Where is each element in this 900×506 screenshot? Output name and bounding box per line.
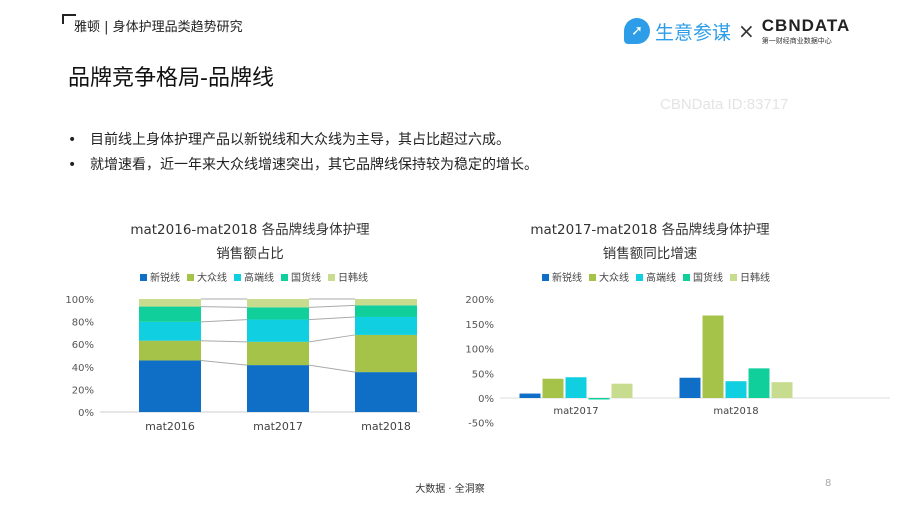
series-line bbox=[308, 334, 356, 343]
chart1-stacked-bar: 新锐线 大众线 高端线 国货线 日韩线 0% 20% 40% 60% 80% 100% mat2016… bbox=[65, 271, 420, 433]
series-line bbox=[308, 304, 356, 308]
legend-label: 高端线 bbox=[244, 271, 274, 284]
logo-shengyicanmou: 生意参谋 bbox=[655, 21, 732, 44]
legend-swatch bbox=[140, 274, 147, 281]
y-tick-label: 0% bbox=[478, 394, 494, 405]
series-line bbox=[308, 316, 356, 321]
bar bbox=[725, 381, 747, 398]
legend-swatch bbox=[542, 274, 549, 281]
legend-label: 日韩线 bbox=[338, 271, 368, 284]
y-tick-label: 0% bbox=[78, 408, 94, 419]
bar bbox=[679, 377, 701, 398]
footer-slogan: 大数据 · 全洞察 bbox=[415, 484, 485, 495]
y-tick-label: -50% bbox=[468, 419, 494, 430]
breadcrumb-bracket-icon bbox=[62, 14, 76, 24]
chart2-title-line: 销售额同比增速 bbox=[602, 246, 698, 262]
series-line bbox=[200, 340, 248, 343]
legend-label: 国货线 bbox=[693, 271, 723, 284]
series-line bbox=[200, 359, 248, 366]
bar-segment bbox=[355, 334, 417, 373]
logo-cbndata-sub: 第一财经商业数据中心 bbox=[761, 37, 832, 45]
y-tick-label: 100% bbox=[65, 295, 94, 306]
bar bbox=[611, 383, 633, 398]
legend-swatch bbox=[234, 274, 241, 281]
bar bbox=[588, 398, 610, 400]
y-tick-label: 20% bbox=[72, 385, 94, 396]
legend-swatch bbox=[281, 274, 288, 281]
bar-segment bbox=[247, 341, 309, 366]
page-number: 8 bbox=[825, 478, 832, 489]
bar-segment bbox=[355, 305, 417, 317]
legend-swatch bbox=[187, 274, 194, 281]
bar-segment bbox=[139, 299, 201, 307]
breadcrumb: 雅顿 | 身体护理品类趋势研究 bbox=[74, 20, 243, 35]
y-tick-label: 80% bbox=[72, 318, 94, 329]
bar bbox=[771, 382, 793, 398]
page-title: 品牌竞争格局-品牌线 bbox=[68, 66, 274, 91]
bar bbox=[542, 378, 564, 398]
series-line bbox=[308, 364, 356, 373]
x-tick-label: mat2017 bbox=[553, 406, 598, 417]
legend-label: 国货线 bbox=[291, 271, 321, 284]
bullet-item: 目前线上身体护理产品以新锐线和大众线为主导，其占比超过六成。 bbox=[68, 128, 538, 153]
legend-swatch bbox=[328, 274, 335, 281]
legend-swatch bbox=[636, 274, 643, 281]
y-tick-label: 150% bbox=[465, 320, 494, 331]
bar-segment bbox=[139, 321, 201, 341]
y-tick-label: 60% bbox=[72, 340, 94, 351]
chart2-title-line: mat2017-mat2018 各品牌线身体护理 bbox=[530, 222, 770, 238]
legend-swatch bbox=[730, 274, 737, 281]
y-tick-label: 100% bbox=[465, 345, 494, 356]
x-tick-label: mat2018 bbox=[361, 420, 411, 433]
bar-segment bbox=[247, 299, 309, 308]
chart2-growth-bar: 新锐线 大众线 高端线 国货线 日韩线 -50% 0% 50% 100% 150% 200% mat2… bbox=[465, 271, 890, 430]
bar-segment bbox=[247, 307, 309, 320]
bar-segment bbox=[139, 340, 201, 361]
legend-label: 大众线 bbox=[197, 271, 227, 284]
bar-segment bbox=[247, 365, 309, 412]
series-line bbox=[200, 319, 248, 323]
legend-label: 大众线 bbox=[599, 271, 629, 284]
compass-icon: ➚ bbox=[624, 18, 650, 44]
bullet-list: 目前线上身体护理产品以新锐线和大众线为主导，其占比超过六成。 就增速看，近一年来… bbox=[68, 128, 538, 178]
bullet-item: 就增速看，近一年来大众线增速突出，其它品牌线保持较为稳定的增长。 bbox=[68, 153, 538, 178]
legend-label: 新锐线 bbox=[150, 271, 180, 284]
bar-segment bbox=[355, 316, 417, 335]
bar-segment bbox=[355, 299, 417, 306]
chart1-title-line: mat2016-mat2018 各品牌线身体护理 bbox=[130, 222, 370, 238]
bar bbox=[702, 315, 724, 398]
bar-segment bbox=[139, 306, 201, 322]
logo-separator: × bbox=[738, 19, 755, 43]
legend-label: 日韩线 bbox=[740, 271, 770, 284]
bar bbox=[565, 377, 587, 398]
x-tick-label: mat2016 bbox=[145, 420, 195, 433]
legend-label: 高端线 bbox=[646, 271, 676, 284]
y-tick-label: 200% bbox=[465, 295, 494, 306]
chart1-title: mat2016-mat2018 各品牌线身体护理 销售额占比 bbox=[90, 218, 410, 266]
y-tick-label: 40% bbox=[72, 363, 94, 374]
series-line bbox=[200, 306, 248, 308]
logo: ➚ 生意参谋 × CBNDATA 第一财经商业数据中心 bbox=[624, 16, 850, 46]
bar bbox=[519, 393, 541, 398]
chart2-title: mat2017-mat2018 各品牌线身体护理 销售额同比增速 bbox=[490, 218, 810, 266]
x-tick-label: mat2018 bbox=[713, 406, 758, 417]
watermark: CBNData ID:83717 bbox=[660, 96, 789, 113]
bar bbox=[748, 368, 770, 398]
bar-segment bbox=[139, 360, 201, 412]
x-tick-label: mat2017 bbox=[253, 420, 303, 433]
legend-label: 新锐线 bbox=[552, 271, 582, 284]
legend-swatch bbox=[589, 274, 596, 281]
bar-segment bbox=[247, 319, 309, 342]
bar-segment bbox=[355, 372, 417, 412]
chart1-title-line: 销售额占比 bbox=[216, 246, 284, 262]
logo-cbndata: CBNDATA bbox=[761, 16, 851, 35]
y-tick-label: 50% bbox=[472, 369, 494, 380]
legend-swatch bbox=[683, 274, 690, 281]
